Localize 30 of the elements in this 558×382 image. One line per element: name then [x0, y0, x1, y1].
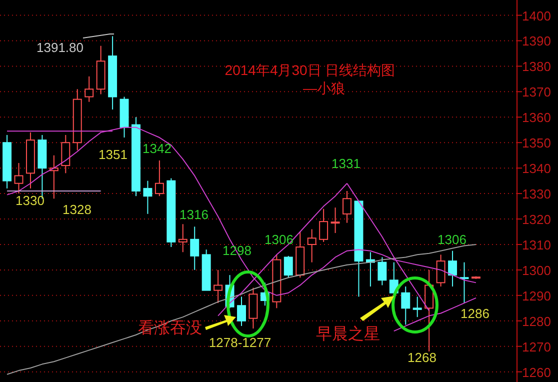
ytick: 1300 — [522, 262, 551, 278]
annotation: 1268 — [408, 350, 436, 365]
ytick: 1350 — [522, 136, 551, 151]
annotation: 1316 — [180, 207, 208, 222]
annotation: 1331 — [332, 156, 360, 171]
ytick: 1380 — [522, 59, 551, 74]
annotation: 1391.80 — [36, 40, 84, 55]
ytick: 1390 — [522, 34, 551, 49]
annotation: 1286 — [460, 306, 490, 321]
ytick: 1320 — [522, 212, 551, 228]
annotation: 1306 — [264, 232, 294, 247]
annotation: 1278-1277 — [208, 335, 272, 350]
ytick: 1280 — [522, 314, 551, 329]
annotation: 1342 — [142, 141, 172, 156]
annotation: 1351 — [98, 147, 128, 162]
annotation: 1330 — [16, 193, 44, 208]
title: 2014年4月30日 日线结构图 — [224, 62, 396, 78]
ytick: 1270 — [522, 339, 551, 354]
ytick: 1310 — [522, 237, 551, 252]
ytick: 1260 — [522, 364, 551, 380]
annotation: 早晨之星 — [316, 326, 380, 343]
subtitle: —小狼 — [303, 80, 345, 96]
annotation: 1328 — [62, 202, 92, 217]
annotation: 1306 — [438, 232, 466, 247]
ytick: 1330 — [522, 186, 551, 202]
ytick: 1360 — [522, 110, 551, 126]
ytick: 1370 — [522, 84, 551, 100]
ytick: 1290 — [522, 288, 551, 304]
ytick: 1400 — [522, 8, 551, 24]
ytick: 1340 — [522, 161, 551, 176]
